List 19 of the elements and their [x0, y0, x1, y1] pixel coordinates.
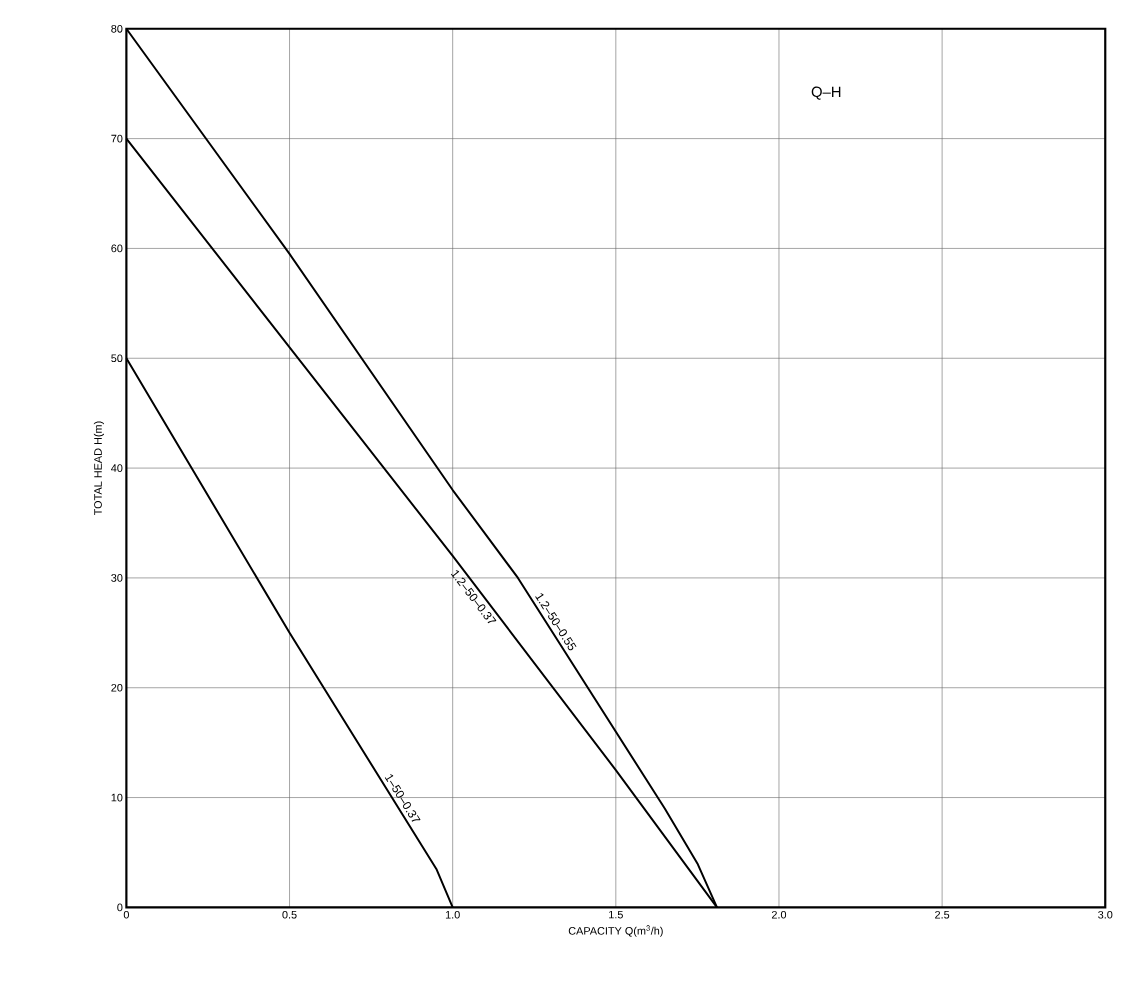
y-tick-label: 60	[111, 244, 123, 253]
y-tick-label: 10	[111, 793, 123, 802]
x-tick-label: 0.5	[282, 911, 297, 919]
x-tick-label: 1.0	[445, 911, 460, 919]
x-tick-label: 0	[123, 911, 129, 919]
y-axis-title: TOTAL HEAD H(m)	[93, 421, 104, 516]
y-tick-label: 40	[111, 464, 123, 473]
y-tick-label: 70	[111, 134, 123, 143]
x-tick-label: 2.5	[935, 911, 950, 919]
y-tick-label: 80	[111, 25, 123, 33]
x-axis-title: CAPACITY Q(m$^{3}$/h)	[568, 925, 663, 937]
x-tick-label: 2.0	[771, 911, 787, 919]
text: Q–H	[811, 86, 841, 100]
x-tick-label: 3.0	[1098, 911, 1113, 919]
y-tick-label: 20	[111, 684, 123, 692]
x-tick-label: 1.5	[609, 911, 623, 919]
y-tick-label: 0	[117, 903, 123, 912]
y-tick-label: 50	[111, 354, 123, 363]
y-tick-label: 30	[111, 574, 123, 582]
